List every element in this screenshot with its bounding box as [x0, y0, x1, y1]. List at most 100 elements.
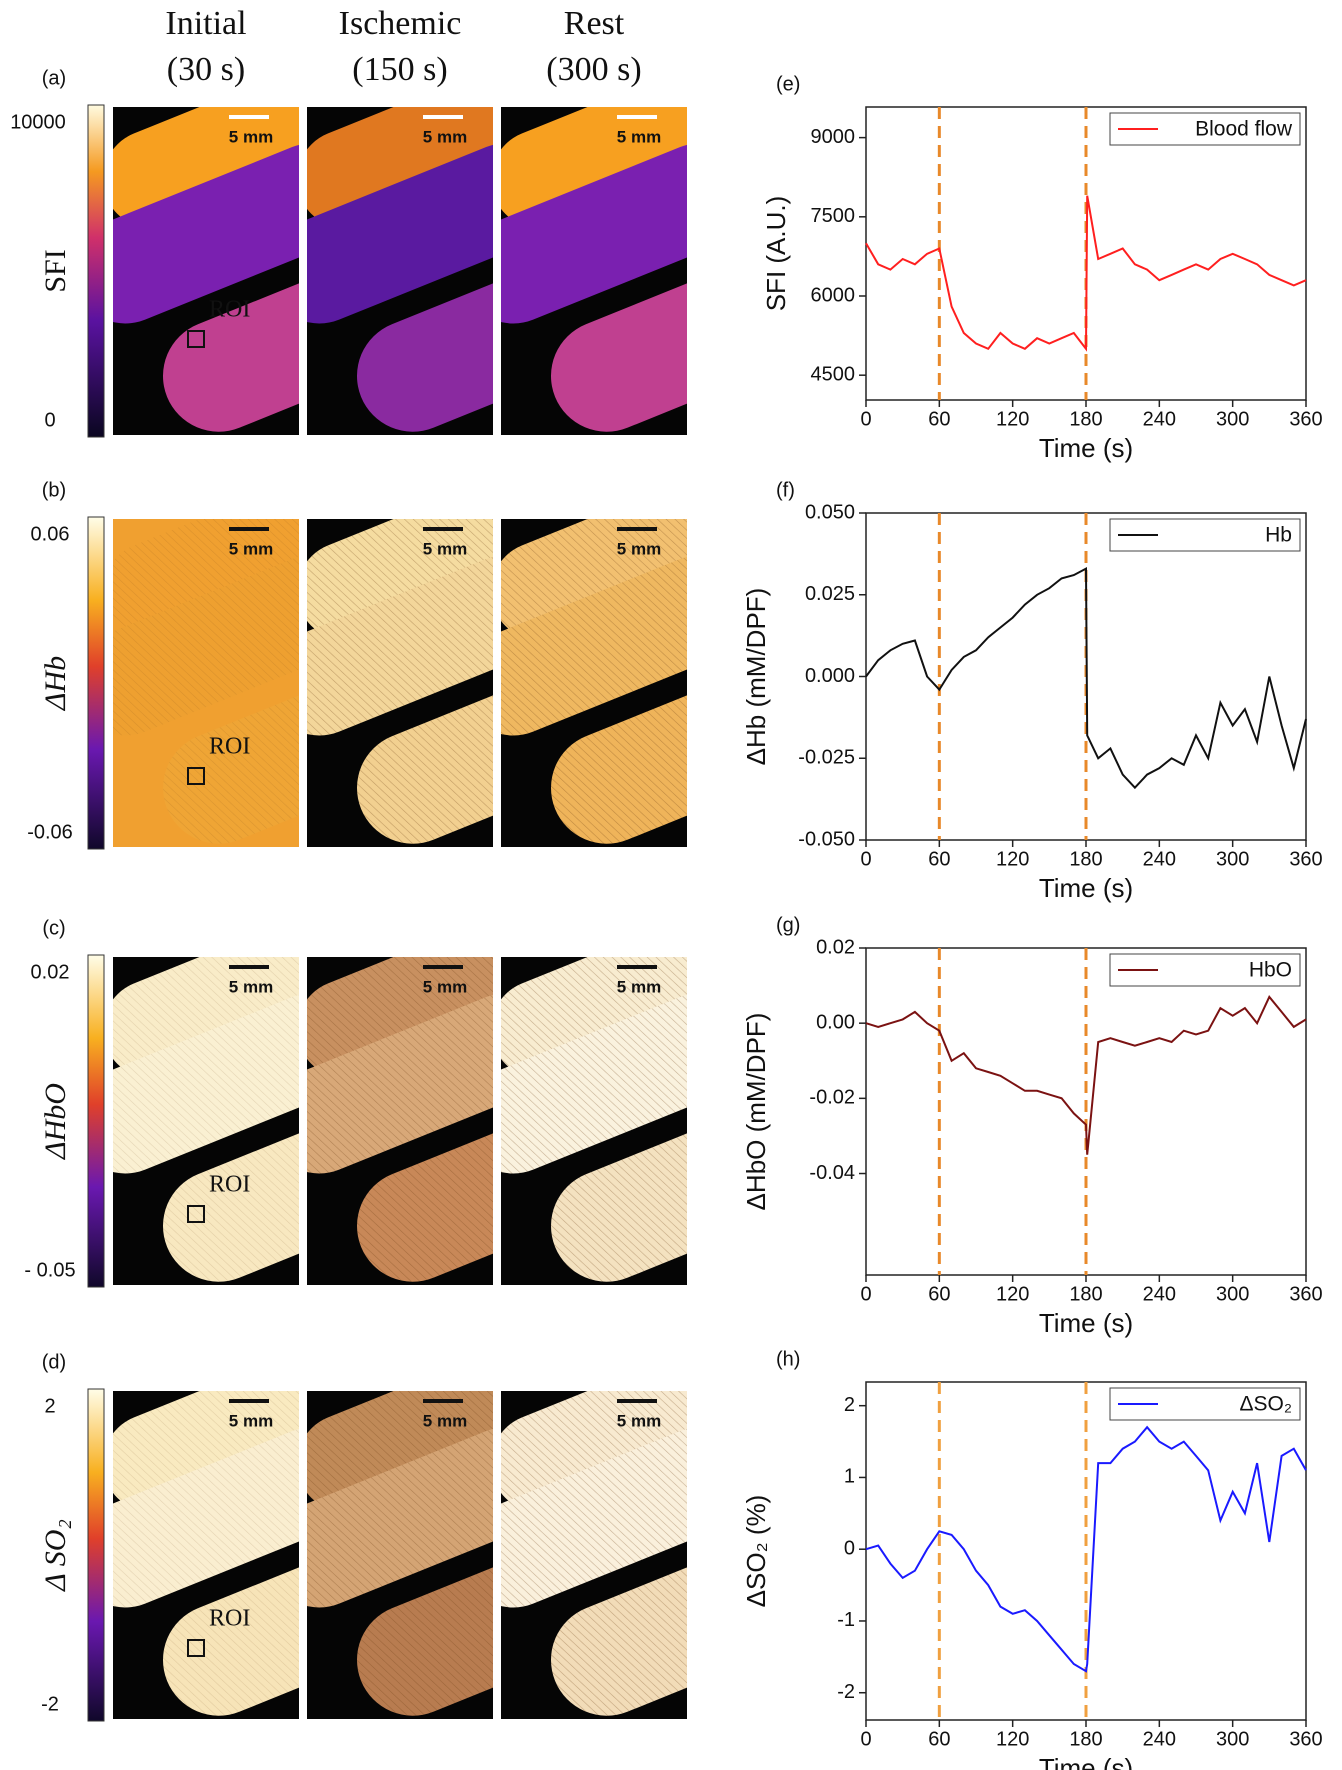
finger: [163, 247, 299, 432]
image-content: [501, 107, 687, 435]
y-tick-label: 7500: [811, 205, 856, 227]
colorbar-max: 0.02: [31, 961, 70, 983]
finger-texture: [356, 659, 493, 844]
x-tick-label: 60: [928, 1728, 950, 1750]
y-tick-label: -2: [837, 1681, 855, 1703]
scale-bar-label: 5 mm: [423, 1411, 467, 1430]
x-tick-label: 300: [1216, 1728, 1249, 1750]
panel-label: (g): [776, 914, 800, 936]
y-axis-label: SFI (A.U.): [761, 196, 791, 312]
colorbar: [87, 1388, 105, 1722]
image: [501, 519, 687, 847]
y-tick-label: -0.04: [809, 1162, 855, 1184]
scale-bar-label: 5 mm: [423, 539, 467, 558]
image-content: [113, 519, 299, 847]
x-tick-label: 120: [996, 1283, 1029, 1305]
image-content: [307, 1391, 493, 1719]
y-tick-label: 0.00: [816, 1011, 855, 1033]
roi-label: ROI: [209, 734, 250, 760]
scale-bar-label: 5 mm: [617, 539, 661, 558]
data-line: [865, 566, 1307, 790]
scale-bar-label: 5 mm: [229, 1411, 273, 1430]
x-tick-label: 0: [860, 848, 871, 870]
panel-label: (b): [42, 479, 66, 501]
image-content: [113, 107, 299, 435]
y-tick-label: 0.02: [816, 936, 855, 958]
x-tick-label: 360: [1289, 408, 1322, 430]
y-axis-label: ΔSO₂ (%): [741, 1495, 771, 1608]
colorbar-min: 0: [44, 409, 55, 431]
scale-bar-label: 5 mm: [617, 127, 661, 146]
y-tick-label: -0.050: [798, 828, 855, 850]
scale-bar-label: 5 mm: [617, 977, 661, 996]
column-header: Rest: [564, 5, 625, 42]
y-tick-label: 9000: [811, 126, 856, 148]
roi-label: ROI: [209, 297, 250, 323]
y-axis-label: ΔHbO (mM/DPF): [741, 1013, 771, 1211]
panel-label: (a): [42, 67, 66, 89]
finger-texture: [113, 555, 299, 736]
scale-bar-label: 5 mm: [229, 127, 273, 146]
finger-texture: [113, 1427, 299, 1608]
image-content: [501, 519, 687, 847]
x-tick-label: 360: [1289, 1283, 1322, 1305]
x-tick-label: 0: [860, 408, 871, 430]
roi-label: ROI: [209, 1606, 250, 1632]
scale-bar-label: 5 mm: [423, 127, 467, 146]
x-tick-label: 300: [1216, 408, 1249, 430]
colorbar-max: 10000: [10, 111, 66, 133]
colorbar: [87, 104, 105, 438]
colorbar: [87, 954, 105, 1288]
finger-texture: [501, 1427, 687, 1608]
column-header: Ischemic: [339, 5, 462, 42]
roi-box: [187, 767, 205, 785]
panel-label: (d): [42, 1351, 66, 1373]
colorbar-min: -0.06: [27, 821, 73, 843]
image: [501, 107, 687, 435]
y-tick-label: 0.025: [805, 583, 855, 605]
column-header: (150 s): [352, 51, 447, 88]
finger-texture: [307, 1427, 493, 1608]
finger-texture: [113, 993, 299, 1174]
x-tick-label: 120: [996, 1728, 1029, 1750]
legend-label: Hb: [1265, 524, 1292, 547]
data-line: [865, 195, 1307, 352]
x-axis-label: Time (s): [1039, 873, 1133, 903]
finger-texture: [356, 1531, 493, 1716]
scale-bar-label: 5 mm: [229, 977, 273, 996]
x-tick-label: 360: [1289, 1728, 1322, 1750]
image: [113, 1391, 299, 1719]
finger-texture: [162, 1531, 299, 1716]
colorbar: [87, 516, 105, 850]
panel-label: (e): [776, 73, 800, 95]
x-axis-label: Time (s): [1039, 433, 1133, 463]
image-content: [501, 1391, 687, 1719]
image-content: [307, 107, 493, 435]
finger: [357, 247, 493, 432]
finger-texture: [501, 993, 687, 1174]
legend-box: [1109, 518, 1301, 552]
roi-box: [187, 1205, 205, 1223]
y-tick-label: -0.02: [809, 1087, 855, 1109]
image-content: [113, 957, 299, 1285]
colorbar-label: SFI: [39, 249, 72, 292]
x-tick-label: 300: [1216, 1283, 1249, 1305]
column-header: Initial: [165, 5, 246, 42]
image-content: [113, 1391, 299, 1719]
image: [307, 519, 493, 847]
x-tick-label: 240: [1143, 408, 1176, 430]
panel-label: (c): [42, 917, 65, 939]
legend-label: HbO: [1249, 959, 1292, 982]
colorbar-label: ΔHbO: [39, 1083, 72, 1160]
finger-texture: [113, 1391, 299, 1513]
image-content: [307, 519, 493, 847]
image: [307, 957, 493, 1285]
finger-texture: [113, 519, 299, 641]
y-tick-label: 4500: [811, 363, 856, 385]
image: [501, 1391, 687, 1719]
x-tick-label: 240: [1143, 1283, 1176, 1305]
colorbar-max: 2: [44, 1395, 55, 1417]
x-axis-label: Time (s): [1039, 1308, 1133, 1338]
y-tick-label: 0.000: [805, 665, 855, 687]
